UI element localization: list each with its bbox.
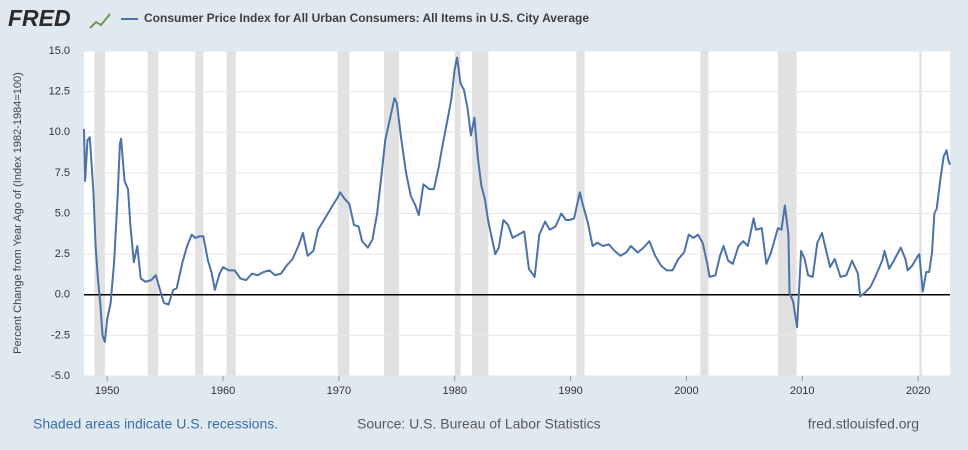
y-tick-label: 2.5 [55,248,70,260]
x-tick-label: 1990 [558,385,582,397]
y-tick-label: 15.0 [49,45,70,57]
x-tick-label: 1980 [442,385,466,397]
y-tick-label: 7.5 [55,167,70,179]
x-tick-label: 1970 [327,385,351,397]
x-tick-label: 1960 [211,385,235,397]
y-tick-label: 0.0 [55,289,70,301]
x-tick-label: 2020 [906,385,930,397]
logo-icon [89,13,111,29]
site-url[interactable]: fred.stlouisfed.org [808,416,919,432]
x-tick-label: 2010 [790,385,814,397]
y-tick-label: 12.5 [49,86,70,98]
y-tick-label: -5.0 [51,370,70,382]
series-line [83,56,951,343]
x-tick-label: 1950 [95,385,119,397]
recession-note[interactable]: Shaded areas indicate U.S. recessions. [33,416,278,432]
y-tick-label: 10.0 [49,126,70,138]
y-tick-label: 5.0 [55,207,70,219]
source: Source: U.S. Bureau of Labor Statistics [357,416,601,432]
brand-logo: FRED [8,5,71,31]
legend-label: Consumer Price Index for All Urban Consu… [144,11,589,25]
y-axis-label: Percent Change from Year Ago of (Index 1… [12,72,24,354]
y-tick-label: -2.5 [51,329,70,341]
x-tick-label: 2000 [674,385,698,397]
